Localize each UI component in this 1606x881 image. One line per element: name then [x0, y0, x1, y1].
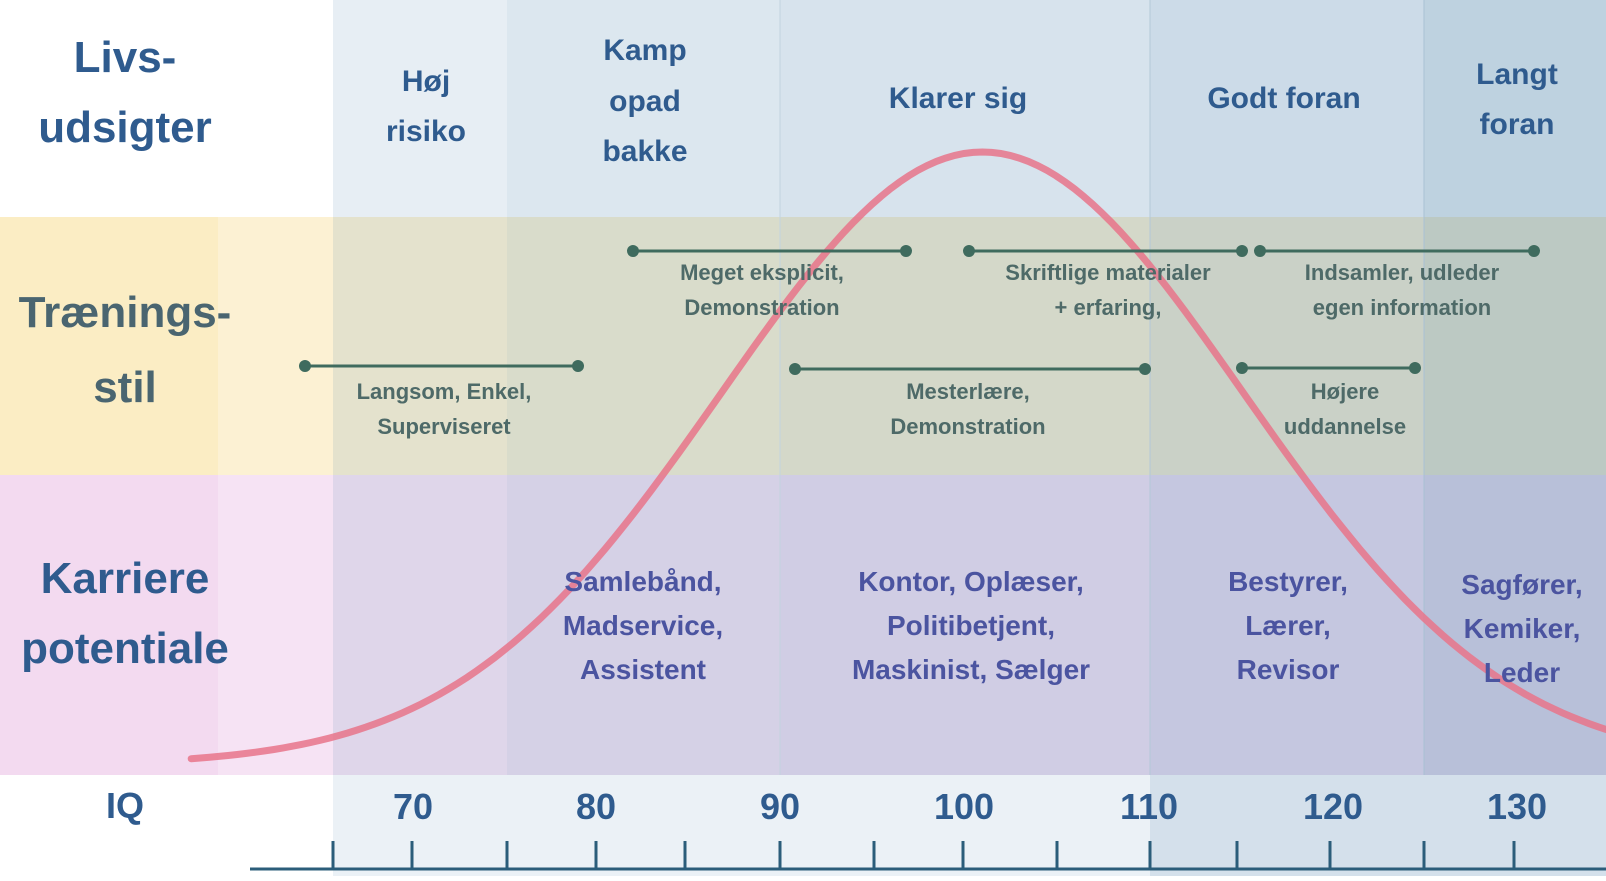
training-range-end — [1236, 245, 1248, 257]
iq-tick-label-80: 80 — [576, 786, 616, 827]
training-hojere-line1: Højere — [1311, 379, 1379, 404]
outlook-kamp-line1: Kamp — [603, 34, 686, 67]
training-skriftlige-line1: Skriftlige materialer — [1005, 260, 1211, 285]
training-range-end — [900, 245, 912, 257]
career-kontor-line2: Politibetjent, — [887, 610, 1055, 641]
training-range-end — [1528, 245, 1540, 257]
career-samlebaand-line2: Madservice, — [563, 610, 723, 641]
training-range-start — [1254, 245, 1266, 257]
career-samlebaand-line1: Samlebånd, — [564, 566, 721, 597]
training-langsom-line1: Langsom, Enkel, — [357, 379, 532, 404]
training-mesterlaere-line1: Mesterlære, — [906, 379, 1030, 404]
training-eksplicit-line2: Demonstration — [684, 295, 839, 320]
outlook-kamp-line3: bakke — [602, 135, 687, 168]
career-row-label-line1: Karriere — [41, 554, 210, 603]
iq-tick-label-100: 100 — [934, 786, 994, 827]
career-bestyrer-line1: Bestyrer, — [1228, 566, 1348, 597]
training-indsamler-line1: Indsamler, udleder — [1305, 260, 1500, 285]
outlook-row-label-line1: Livs- — [74, 33, 177, 82]
training-indsamler-line2: egen information — [1313, 295, 1491, 320]
training-range-end — [572, 360, 584, 372]
column-kamp-opad-bakke — [507, 0, 780, 775]
normal-distribution-curve — [187, 148, 1606, 763]
outlook-godt-foran: Godt foran — [1207, 82, 1360, 115]
iq-axis-strip-tint — [333, 775, 1606, 876]
outlook-kamp-line2: opad — [609, 85, 681, 118]
training-mesterlaere-line2: Demonstration — [890, 414, 1045, 439]
training-range-start — [1236, 362, 1248, 374]
training-eksplicit-line1: Meget eksplicit, — [680, 260, 844, 285]
plot-left-fade — [218, 110, 333, 775]
career-sagforer-line2: Kemiker, — [1464, 613, 1581, 644]
training-style-ranges: Langsom, Enkel, Superviseret Meget ekspl… — [299, 245, 1540, 439]
training-row-label-line2: stil — [93, 363, 157, 412]
training-range-end — [1139, 363, 1151, 375]
iq-tick-label-120: 120 — [1303, 786, 1363, 827]
row-labels: Livs- udsigter Trænings- stil Karriere p… — [19, 33, 232, 826]
career-bestyrer-line3: Revisor — [1237, 654, 1340, 685]
outlook-row-label-line2: udsigter — [38, 103, 212, 152]
training-range-start — [789, 363, 801, 375]
iq-axis-label: IQ — [106, 785, 144, 826]
iq-axis-minor-ticks — [331, 841, 1516, 869]
career-samlebaand-line3: Assistent — [580, 654, 706, 685]
outlook-hoj-risiko-line2: risiko — [386, 115, 466, 148]
training-band — [0, 217, 1606, 475]
training-langsom-line2: Superviseret — [377, 414, 511, 439]
career-row-label-line2: potentiale — [21, 624, 229, 673]
iq-tick-label-90: 90 — [760, 786, 800, 827]
career-labels: Samlebånd, Madservice, Assistent Kontor,… — [563, 566, 1583, 688]
training-row-label-line1: Trænings- — [19, 288, 232, 337]
iq-tick-label-130: 130 — [1487, 786, 1547, 827]
outlook-hoj-risiko-line1: Høj — [402, 65, 450, 98]
iq-axis: 70 80 90 100 110 120 130 — [250, 786, 1606, 871]
iq-tick-label-110: 110 — [1120, 786, 1178, 827]
outlook-langt-foran-line2: foran — [1480, 108, 1555, 141]
training-range-end — [1409, 362, 1421, 374]
career-bestyrer-line2: Lærer, — [1245, 610, 1331, 641]
column-hoj-risiko — [333, 0, 507, 775]
career-sagforer-line3: Leder — [1484, 657, 1560, 688]
outlook-klarer-sig: Klarer sig — [889, 82, 1027, 115]
career-kontor-line1: Kontor, Oplæser, — [858, 566, 1084, 597]
outlook-langt-foran-line1: Langt — [1476, 58, 1558, 91]
career-kontor-line3: Maskinist, Sælger — [852, 654, 1090, 685]
career-sagforer-line1: Sagfører, — [1461, 569, 1582, 600]
outlook-band — [0, 0, 1606, 217]
column-godt-foran — [1150, 0, 1424, 775]
outlook-labels: Høj risiko Kamp opad bakke Klarer sig Go… — [386, 34, 1558, 168]
training-range-start — [627, 245, 639, 257]
iq-axis-strip-tint-right — [1150, 775, 1606, 876]
column-klarer-sig — [780, 0, 1150, 775]
training-range-start — [299, 360, 311, 372]
training-hojere-line2: uddannelse — [1284, 414, 1406, 439]
iq-tick-label-70: 70 — [393, 786, 433, 827]
training-range-start — [963, 245, 975, 257]
training-skriftlige-line2: + erfaring, — [1055, 295, 1162, 320]
